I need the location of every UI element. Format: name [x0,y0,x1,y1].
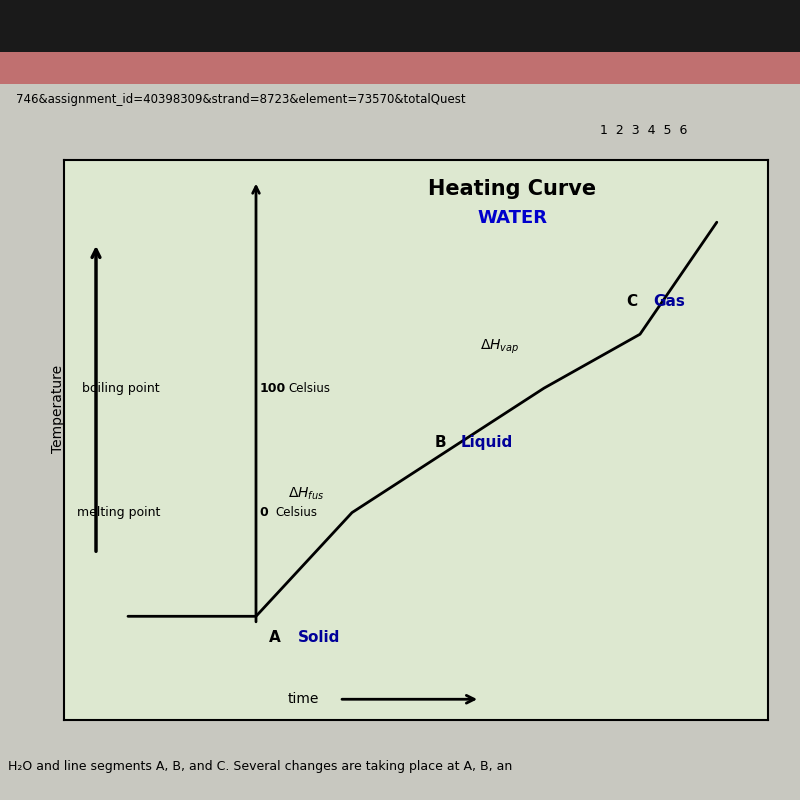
Text: Gas: Gas [653,294,685,309]
Text: $\Delta H_{vap}$: $\Delta H_{vap}$ [480,338,519,356]
Text: 1  2  3  4  5  6: 1 2 3 4 5 6 [600,123,687,137]
Text: 100: 100 [259,382,286,394]
Text: Solid: Solid [298,630,340,645]
Text: Celsius: Celsius [288,382,330,394]
Text: Heating Curve: Heating Curve [428,179,596,199]
Text: melting point: melting point [77,506,160,519]
Text: H₂O and line segments A, B, and C. Several changes are taking place at A, B, an: H₂O and line segments A, B, and C. Sever… [8,760,512,773]
Text: Celsius: Celsius [275,506,317,519]
Text: $\Delta H_{fus}$: $\Delta H_{fus}$ [288,486,324,502]
Text: time: time [288,692,319,706]
Text: WATER: WATER [477,209,547,227]
Text: 0: 0 [259,506,268,519]
Text: 746&assignment_id=40398309&strand=8723&element=73570&totalQuest: 746&assignment_id=40398309&strand=8723&e… [16,94,466,106]
Text: Temperature: Temperature [50,365,65,453]
Text: B: B [435,434,452,450]
Text: boiling point: boiling point [82,382,160,394]
Text: Liquid: Liquid [461,434,513,450]
Text: A: A [269,630,286,645]
Text: C: C [627,294,643,309]
